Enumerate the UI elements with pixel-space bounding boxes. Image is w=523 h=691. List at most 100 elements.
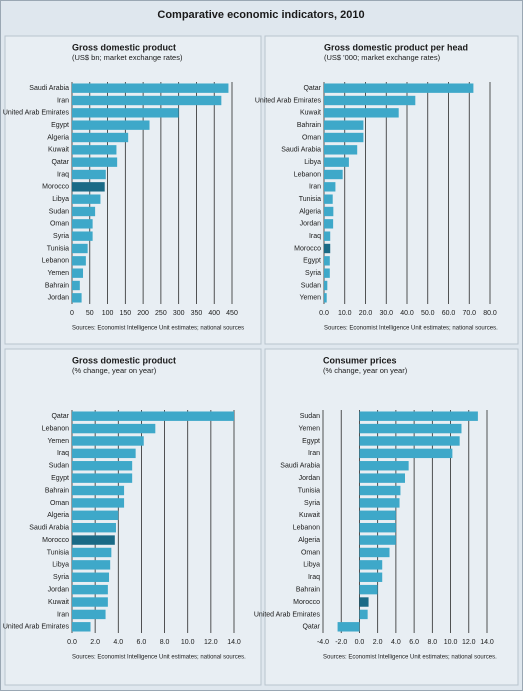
category-label: Tunisia bbox=[47, 245, 69, 252]
x-tick-label: 12.0 bbox=[462, 639, 476, 646]
category-label: Saudi Arabia bbox=[280, 463, 320, 470]
category-label: Morocco bbox=[42, 537, 69, 544]
category-label: Iran bbox=[308, 450, 320, 457]
category-label: United Arab Emirates bbox=[3, 624, 70, 631]
chart-title: Consumer prices bbox=[323, 355, 397, 365]
bar bbox=[359, 448, 453, 459]
x-tick-label: 8.0 bbox=[427, 639, 437, 646]
bar bbox=[359, 423, 462, 434]
chart-subtitle: (% change, year on year) bbox=[72, 366, 157, 375]
category-label: Kuwait bbox=[48, 599, 69, 606]
category-label: Jordan bbox=[48, 295, 70, 302]
bar bbox=[72, 498, 125, 508]
bar bbox=[324, 194, 333, 204]
x-tick-label: 30.0 bbox=[379, 310, 393, 317]
bar bbox=[324, 293, 327, 303]
bar bbox=[359, 473, 405, 483]
bar bbox=[72, 243, 88, 254]
bar bbox=[72, 256, 86, 266]
bar bbox=[72, 293, 82, 303]
category-label: Libya bbox=[52, 562, 69, 569]
bar bbox=[324, 182, 336, 192]
bar bbox=[324, 243, 331, 254]
bar bbox=[324, 83, 474, 93]
bar bbox=[324, 120, 364, 130]
panel bbox=[4, 348, 262, 686]
category-label: Egypt bbox=[302, 438, 320, 445]
x-tick-label: 4.0 bbox=[113, 639, 123, 646]
x-tick-label: 250 bbox=[155, 310, 167, 317]
category-label: Saudi Arabia bbox=[29, 525, 69, 532]
category-label: United Arab Emirates bbox=[3, 110, 70, 117]
category-label: Morocco bbox=[293, 599, 320, 606]
bar bbox=[72, 268, 84, 278]
x-tick-label: -2.0 bbox=[335, 639, 347, 646]
category-label: Yemen bbox=[47, 270, 69, 277]
x-tick-label: 20.0 bbox=[359, 310, 373, 317]
x-tick-label: 10.0 bbox=[181, 639, 195, 646]
category-label: United Arab Emirates bbox=[254, 611, 321, 618]
x-tick-label: 80.0 bbox=[483, 310, 497, 317]
category-label: Iran bbox=[57, 611, 69, 618]
bar bbox=[359, 461, 409, 471]
category-label: Kuwait bbox=[299, 512, 320, 519]
x-tick-label: 100 bbox=[102, 310, 114, 317]
category-label: Iraq bbox=[57, 450, 69, 457]
category-label: Bahrain bbox=[296, 586, 320, 593]
bar bbox=[72, 219, 93, 229]
category-label: Bahrain bbox=[45, 487, 69, 494]
bar bbox=[72, 169, 106, 180]
bar bbox=[359, 522, 396, 533]
category-label: Lebanon bbox=[42, 258, 69, 265]
x-tick-label: 450 bbox=[226, 310, 238, 317]
bar bbox=[72, 120, 150, 130]
category-label: Iran bbox=[309, 184, 321, 191]
bar bbox=[72, 461, 133, 471]
x-tick-label: 400 bbox=[208, 310, 220, 317]
category-label: Sudan bbox=[49, 208, 69, 215]
category-label: Libya bbox=[304, 159, 321, 166]
bar bbox=[72, 436, 144, 446]
bar bbox=[72, 280, 80, 291]
bar bbox=[359, 547, 390, 558]
x-tick-label: 50 bbox=[86, 310, 94, 317]
category-label: Iran bbox=[57, 97, 69, 104]
bar bbox=[324, 132, 364, 143]
chart-subtitle: (% change, year on year) bbox=[323, 366, 408, 375]
bar bbox=[72, 572, 110, 582]
bar bbox=[72, 132, 129, 143]
bar bbox=[324, 108, 399, 118]
category-label: Libya bbox=[52, 196, 69, 203]
bar bbox=[72, 609, 106, 620]
category-label: Jordan bbox=[300, 221, 322, 228]
chart-subtitle: (US$ bn; market exchange rates) bbox=[72, 53, 183, 62]
bar bbox=[359, 411, 478, 421]
category-label: Kuwait bbox=[300, 110, 321, 117]
category-label: Iraq bbox=[309, 233, 321, 240]
category-label: Egypt bbox=[51, 122, 69, 129]
x-tick-label: 10.0 bbox=[338, 310, 352, 317]
bar bbox=[359, 597, 369, 607]
category-label: Jordan bbox=[48, 586, 70, 593]
bar bbox=[324, 145, 358, 155]
x-tick-label: 10.0 bbox=[444, 639, 458, 646]
bar bbox=[359, 584, 378, 595]
category-label: United Arab Emirates bbox=[255, 97, 322, 104]
category-label: Egypt bbox=[303, 258, 321, 265]
bar bbox=[72, 108, 179, 118]
category-label: Iraq bbox=[57, 171, 69, 178]
category-label: Qatar bbox=[51, 413, 69, 420]
category-label: Syria bbox=[53, 574, 69, 581]
category-label: Yemen bbox=[298, 425, 320, 432]
x-tick-label: 300 bbox=[173, 310, 185, 317]
x-tick-label: 70.0 bbox=[462, 310, 476, 317]
category-label: Iraq bbox=[308, 574, 320, 581]
bar bbox=[359, 498, 400, 508]
chart-title: Gross domestic product per head bbox=[324, 42, 468, 52]
category-label: Sudan bbox=[300, 413, 320, 420]
category-label: Oman bbox=[301, 549, 320, 556]
bar bbox=[359, 572, 383, 582]
x-tick-label: 0.0 bbox=[355, 639, 365, 646]
source-note: Sources: Economist Intelligence Unit est… bbox=[324, 326, 498, 332]
